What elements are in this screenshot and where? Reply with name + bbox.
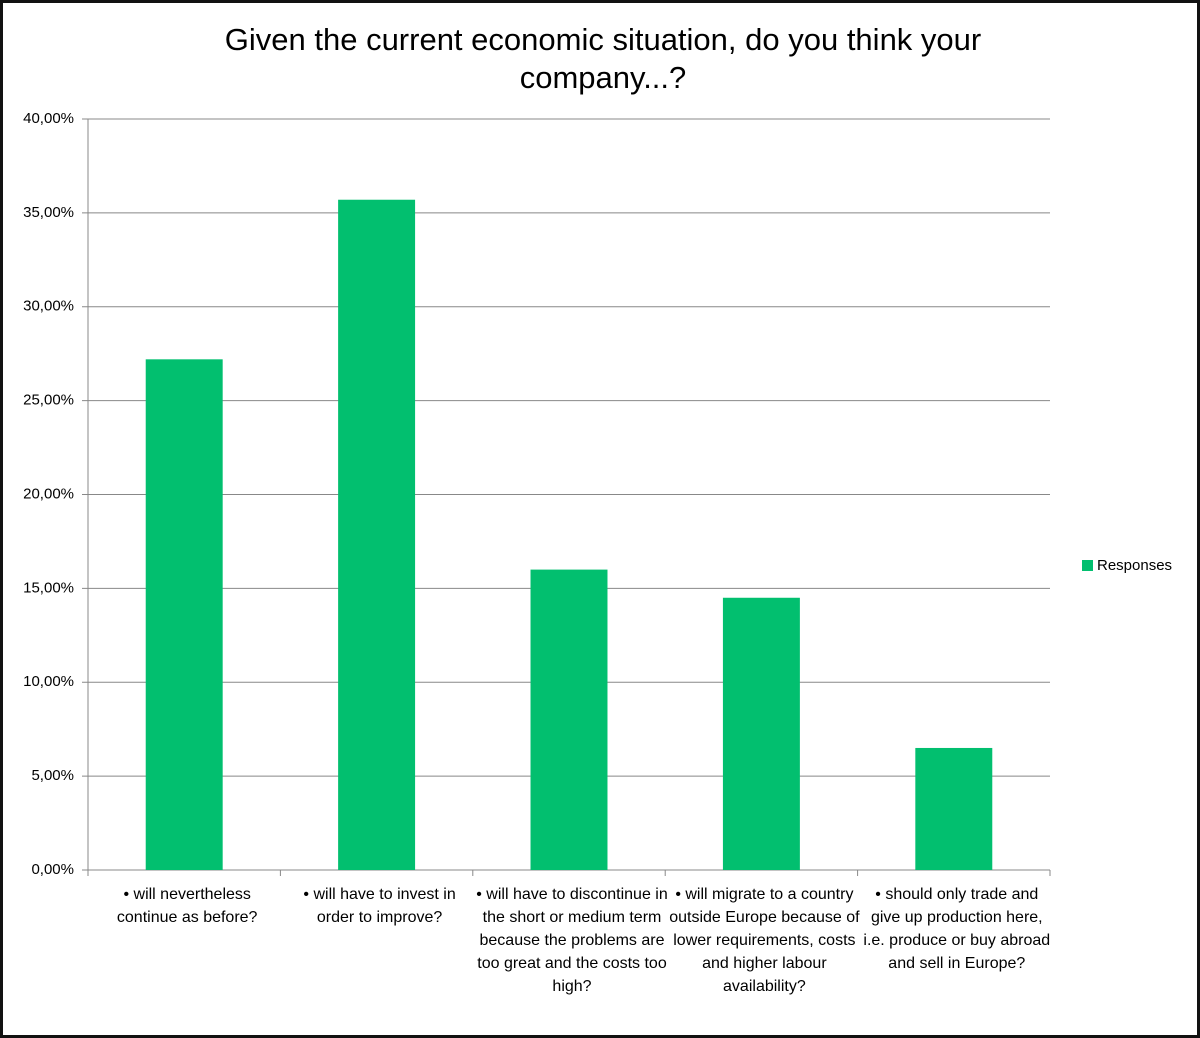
y-tick-label: 10,00%	[23, 673, 74, 690]
bar	[530, 569, 608, 870]
bar	[338, 199, 416, 871]
y-tick-label: 25,00%	[23, 392, 74, 409]
legend-label: Responses	[1097, 557, 1172, 574]
y-tick-label: 5,00%	[31, 767, 74, 784]
bar	[722, 597, 800, 870]
bar	[915, 747, 993, 870]
x-tick-label: • will have to invest in order to improv…	[303, 886, 456, 926]
x-tick-label: • will nevertheless continue as before?	[116, 886, 258, 926]
y-tick-label: 20,00%	[23, 485, 74, 502]
chart-title: Given the current economic situation, do…	[224, 22, 982, 95]
y-tick-label: 35,00%	[23, 204, 74, 221]
x-tick-label: • should only trade and give up producti…	[863, 886, 1051, 972]
y-tick-label: 15,00%	[23, 579, 74, 596]
x-tick-label: • will migrate to a country outside Euro…	[669, 886, 860, 995]
y-tick-label: 0,00%	[31, 861, 74, 878]
legend-swatch	[1082, 560, 1093, 571]
bar	[145, 359, 223, 870]
chart: 0,00% 5,00% 10,00% 15,00% 20,00% 25,00% 30,00%…	[23, 110, 1172, 878]
x-tick-label: • will have to discontinue in the short …	[476, 886, 668, 995]
y-tick-label: 40,00%	[23, 110, 74, 127]
y-tick-label: 30,00%	[23, 298, 74, 315]
